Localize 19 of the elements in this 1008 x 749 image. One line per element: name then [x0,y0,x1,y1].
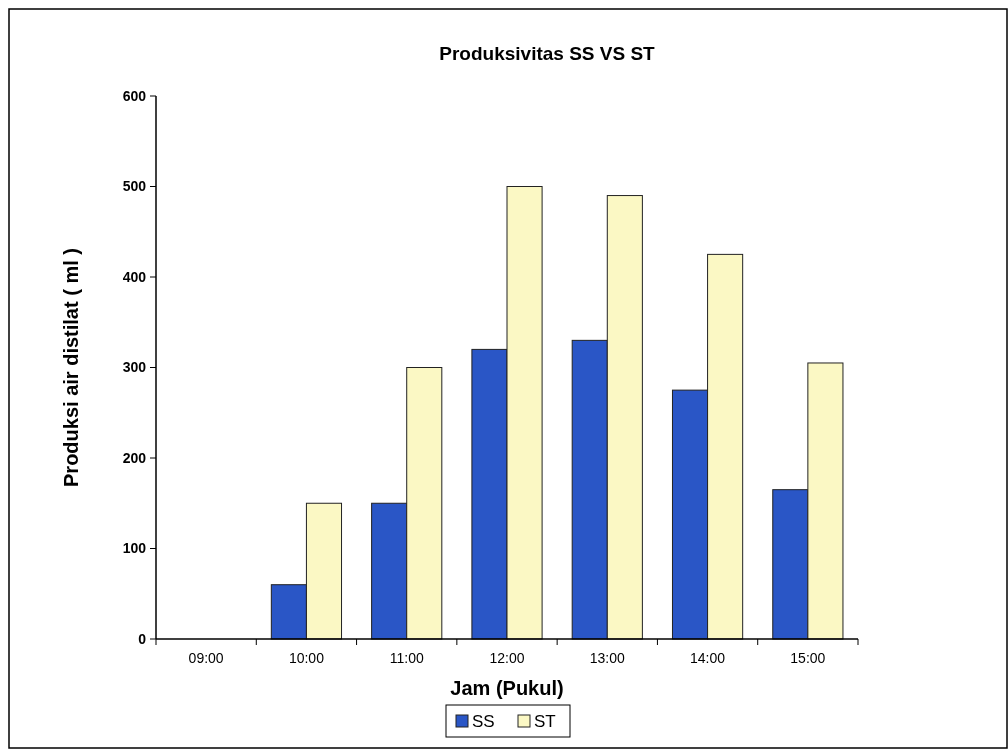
y-tick-label: 400 [122,268,147,285]
y-tick-label: 200 [122,449,147,466]
legend-label: ST [534,711,556,731]
x-axis-title: Jam (Pukul) [450,677,564,699]
y-axis-title: Produksi air distilat ( ml ) [60,248,82,487]
x-tick-label: 09:00 [188,650,224,666]
x-tick-label: 13:00 [589,650,626,666]
y-tick-label: 300 [122,359,147,376]
chart-title: Produksivitas SS VS ST [439,43,656,64]
x-tick-label: 10:00 [288,650,325,666]
y-tick-label: 500 [122,178,147,195]
y-tick-label: 0 [138,630,147,647]
y-tick-label: 600 [122,87,147,104]
x-tick-label: 14:00 [690,650,726,666]
y-tick-label: 100 [122,540,147,557]
x-tick-label: 11:00 [389,650,424,666]
legend-label: SS [472,711,495,731]
x-tick-label: 12:00 [489,650,525,666]
x-tick-label: 15:00 [790,650,826,666]
